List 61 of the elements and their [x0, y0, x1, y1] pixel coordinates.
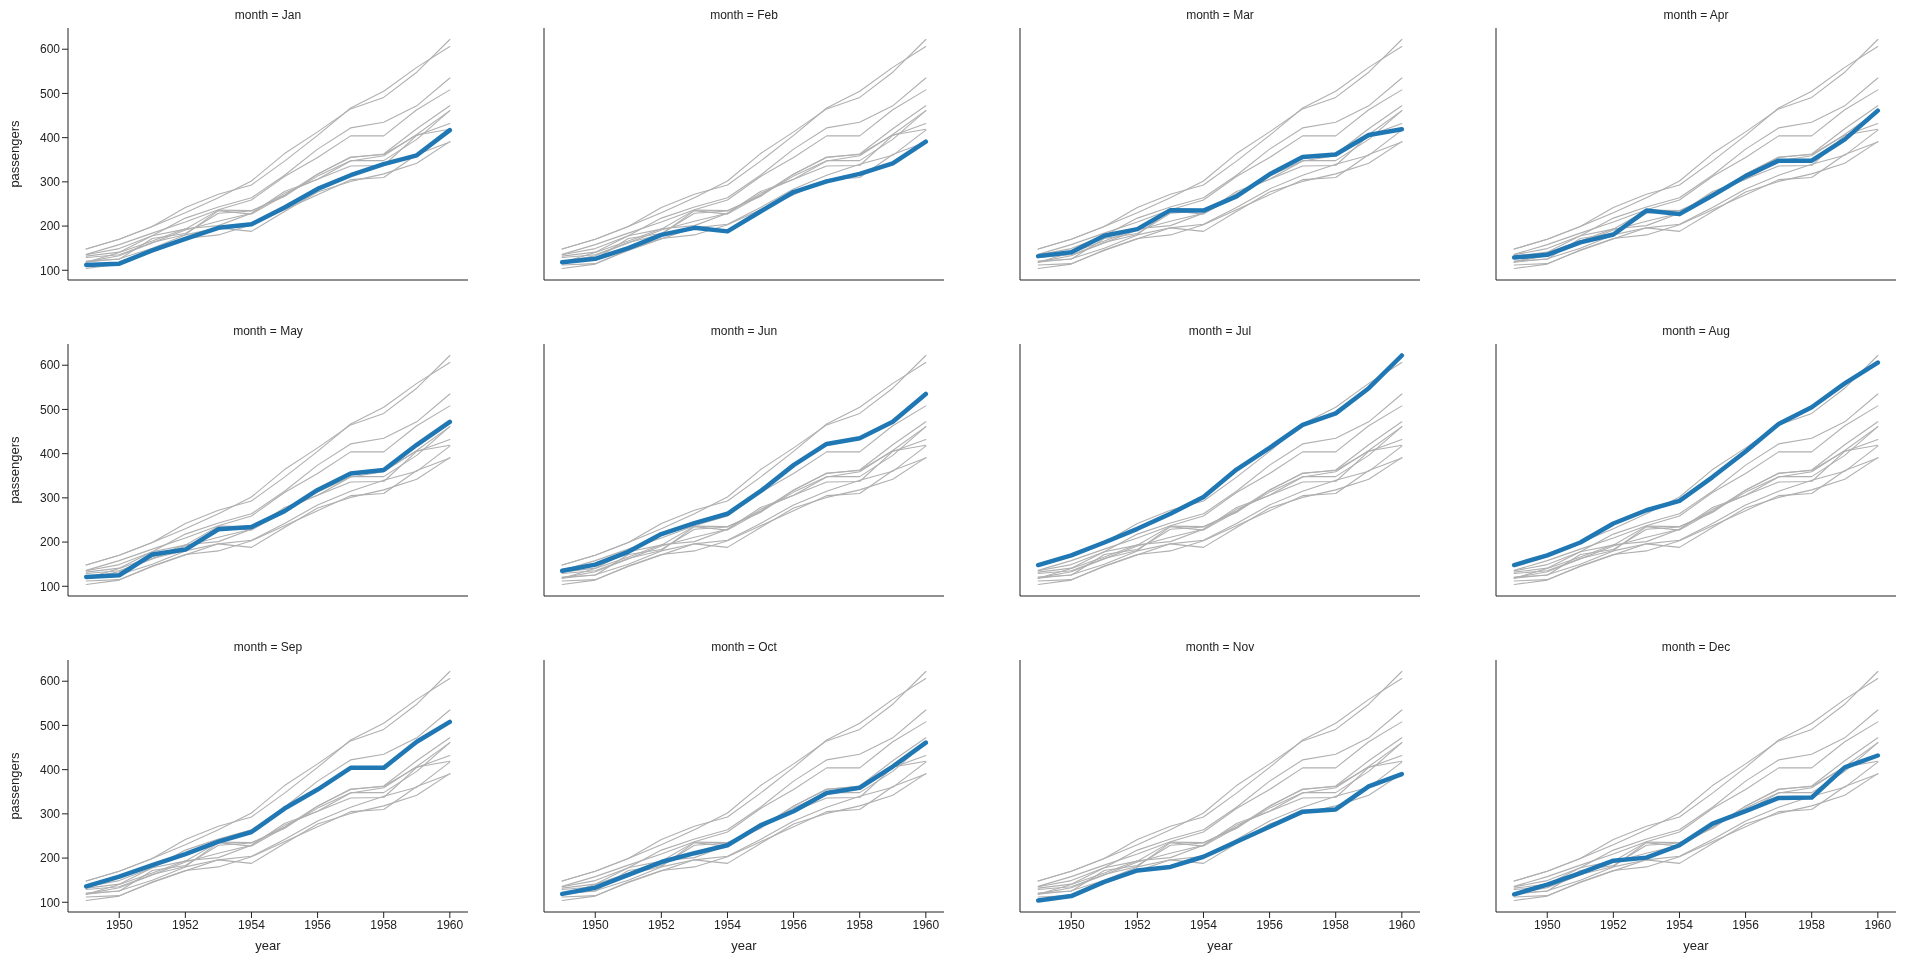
x-tick-label: 1952 — [1124, 917, 1152, 932]
x-tick-label: 1960 — [1864, 917, 1892, 932]
chart-title: month = Apr — [1662, 8, 1730, 22]
chart-title: month = Nov — [1184, 640, 1256, 654]
y-tick-label: 600 — [39, 42, 61, 57]
y-tick-label: 600 — [39, 358, 61, 373]
y-tick-label: 400 — [39, 762, 61, 777]
x-tick-label: 1954 — [714, 917, 742, 932]
x-tick-label: 1950 — [1057, 917, 1085, 932]
y-tick-label: 200 — [39, 219, 61, 234]
x-tick-label: 1954 — [1666, 917, 1694, 932]
chart-title: month = Jun — [709, 324, 779, 338]
y-tick-label: 500 — [39, 86, 61, 101]
chart-title: month = Feb — [709, 8, 779, 22]
y-tick-label: 300 — [39, 491, 61, 506]
x-tick-label: 1956 — [304, 917, 332, 932]
y-tick-label: 100 — [39, 895, 61, 910]
x-tick-label: 1958 — [1322, 917, 1350, 932]
x-tick-label: 1960 — [436, 917, 464, 932]
chart-title: month = Aug — [1661, 324, 1731, 338]
x-tick-label: 1950 — [1533, 917, 1561, 932]
x-tick-label: 1956 — [1256, 917, 1284, 932]
chart-title: month = Mar — [1185, 8, 1255, 22]
chart-title: month = Jul — [1187, 324, 1253, 338]
x-tick-label: 1950 — [581, 917, 609, 932]
y-tick-label: 300 — [39, 807, 61, 822]
x-axis-title: year — [731, 938, 758, 953]
y-tick-label: 200 — [39, 535, 61, 550]
y-tick-label: 600 — [39, 674, 61, 689]
x-tick-label: 1954 — [238, 917, 266, 932]
x-tick-label: 1952 — [1600, 917, 1628, 932]
chart-title: month = Jan — [233, 8, 303, 22]
x-tick-label: 1954 — [1190, 917, 1218, 932]
y-tick-label: 200 — [39, 851, 61, 866]
chart-title: month = Oct — [710, 640, 778, 654]
y-axis-title: passengers — [6, 435, 22, 504]
y-axis-title: passengers — [6, 119, 22, 188]
chart-title: month = Sep — [232, 640, 304, 654]
x-tick-label: 1960 — [912, 917, 940, 932]
y-tick-label: 400 — [39, 130, 61, 145]
x-axis-title: year — [255, 938, 282, 953]
x-tick-label: 1958 — [370, 917, 398, 932]
y-tick-label: 100 — [39, 579, 61, 594]
x-tick-label: 1958 — [1798, 917, 1826, 932]
x-tick-label: 1952 — [172, 917, 200, 932]
y-tick-label: 500 — [39, 718, 61, 733]
x-tick-label: 1952 — [648, 917, 676, 932]
x-axis-title: year — [1207, 938, 1234, 953]
x-tick-label: 1960 — [1388, 917, 1416, 932]
y-axis-title: passengers — [6, 751, 22, 820]
x-tick-label: 1956 — [780, 917, 808, 932]
x-tick-label: 1956 — [1732, 917, 1760, 932]
x-axis-title: year — [1683, 938, 1710, 953]
chart-title: month = May — [232, 324, 304, 338]
x-tick-label: 1958 — [846, 917, 874, 932]
y-tick-label: 300 — [39, 175, 61, 190]
y-tick-label: 100 — [39, 263, 61, 278]
y-tick-label: 500 — [39, 402, 61, 417]
x-tick-label: 1950 — [105, 917, 133, 932]
chart-title: month = Dec — [1660, 640, 1732, 654]
y-tick-label: 400 — [39, 446, 61, 461]
